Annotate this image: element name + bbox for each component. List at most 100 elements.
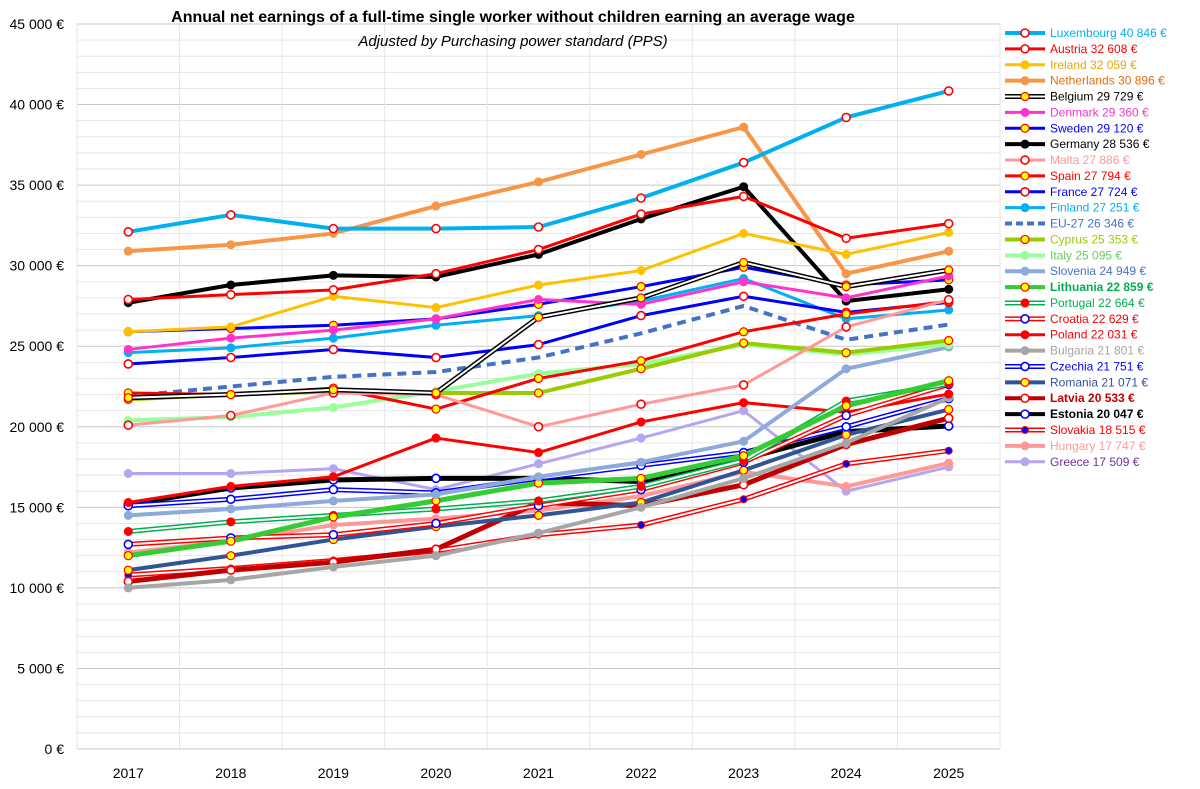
data-point <box>841 309 851 319</box>
x-tick-label: 2022 <box>625 765 656 781</box>
legend-item-sweden: Sweden 29 120 € <box>1005 121 1144 135</box>
legend-item-romania: Romania 21 071 € <box>1005 375 1148 389</box>
legend-label: Netherlands 30 896 € <box>1050 74 1165 88</box>
series-eu-27 <box>128 303 950 399</box>
legend-label: EU-27 26 346 € <box>1050 217 1134 231</box>
data-point <box>739 338 749 348</box>
data-point <box>533 510 544 520</box>
legend-label: Bulgaria 21 801 € <box>1050 344 1144 358</box>
data-point <box>534 459 543 469</box>
legend-marker <box>1020 107 1030 117</box>
data-point <box>944 335 954 346</box>
data-point <box>226 289 236 300</box>
data-point <box>636 209 646 219</box>
legend-item-croatia: Croatia 22 629 € <box>1005 312 1139 326</box>
legend-marker <box>1021 426 1029 434</box>
y-tick-label: 45 000 € <box>10 16 65 32</box>
legend-marker <box>1020 155 1030 165</box>
series-luxembourg <box>123 86 954 237</box>
x-axis-tick-labels: 2017 2018 2019 2020 2021 2022 2023 2024 2025 <box>113 765 965 781</box>
legend-label: Finland 27 251 € <box>1050 201 1140 215</box>
data-point <box>533 388 544 398</box>
data-point <box>328 223 339 234</box>
data-point <box>944 404 954 415</box>
legend-label: Malta 27 886 € <box>1050 153 1130 167</box>
legend-marker <box>1020 409 1030 419</box>
data-point <box>841 249 851 259</box>
data-point <box>533 244 544 255</box>
legend-label: Portugal 22 664 € <box>1050 296 1145 310</box>
series-line <box>126 88 951 234</box>
legend-item-luxembourg: Luxembourg 40 846 € <box>1005 26 1167 40</box>
data-point <box>533 373 544 384</box>
y-tick-label: 15 000 € <box>10 499 65 515</box>
legend-label: Denmark 29 360 € <box>1050 105 1149 119</box>
data-point <box>226 517 236 527</box>
data-point <box>739 182 749 192</box>
data-point <box>636 293 646 303</box>
data-point <box>533 312 544 322</box>
data-point <box>739 228 749 238</box>
data-point <box>226 210 236 220</box>
legend-item-denmark: Denmark 29 360 € <box>1005 105 1149 119</box>
data-point <box>226 389 236 400</box>
data-point <box>328 496 338 506</box>
data-point <box>533 339 544 350</box>
legend-item-greece: Greece 17 509 € <box>1005 455 1140 469</box>
legend-item-slovakia: Slovakia 18 515 € <box>1005 423 1146 437</box>
data-point <box>226 280 236 290</box>
series-line <box>128 303 950 399</box>
data-point <box>328 464 338 474</box>
data-point <box>226 494 236 505</box>
legend-label: Estonia 20 047 € <box>1050 407 1144 421</box>
data-point <box>123 539 134 550</box>
legend-item-malta: Malta 27 886 € <box>1005 153 1130 167</box>
data-point <box>739 277 749 287</box>
legend-label: Croatia 22 629 € <box>1050 312 1139 326</box>
legend-item-latvia: Latvia 20 533 € <box>1005 391 1135 405</box>
legend-marker <box>1020 346 1030 356</box>
data-point <box>636 473 646 483</box>
legend-item-germany: Germany 28 536 € <box>1005 137 1150 151</box>
data-point <box>431 268 441 279</box>
y-tick-label: 25 000 € <box>10 338 65 354</box>
legend-marker <box>1020 457 1030 467</box>
data-point <box>944 446 953 455</box>
data-point <box>431 352 441 363</box>
legend-marker <box>1020 139 1030 149</box>
y-tick-label: 0 € <box>45 741 65 757</box>
legend-item-lithuania: Lithuania 22 859 € <box>1005 280 1154 294</box>
x-tick-label: 2025 <box>933 765 964 781</box>
data-point <box>123 327 133 337</box>
legend-marker <box>1020 203 1030 213</box>
legend-item-bulgaria: Bulgaria 21 801 € <box>1005 344 1144 358</box>
data-point <box>123 527 133 536</box>
data-point <box>431 433 441 443</box>
x-tick-label: 2017 <box>113 765 144 781</box>
data-point <box>841 233 851 244</box>
data-point <box>842 459 851 468</box>
legend-label: France 27 724 € <box>1050 185 1138 199</box>
legend-marker <box>1020 377 1030 387</box>
y-tick-label: 10 000 € <box>10 580 65 596</box>
x-tick-label: 2020 <box>420 765 451 781</box>
data-point <box>841 282 851 292</box>
data-point <box>431 201 441 211</box>
legend-label: Germany 28 536 € <box>1050 137 1150 151</box>
legend-label: Luxembourg 40 846 € <box>1050 26 1167 40</box>
legend-label: Slovenia 24 949 € <box>1050 264 1146 278</box>
legend-label: Ireland 32 059 € <box>1050 58 1137 72</box>
data-point <box>123 498 133 507</box>
series-belgium <box>123 257 954 403</box>
data-point <box>431 404 441 414</box>
data-point <box>226 333 236 343</box>
data-point <box>534 177 543 187</box>
data-point <box>841 438 851 448</box>
legend-label: Cyprus 25 353 € <box>1050 232 1138 246</box>
data-point <box>841 364 851 374</box>
data-point <box>739 406 749 416</box>
data-point <box>534 448 543 458</box>
data-point <box>739 122 749 132</box>
data-point <box>738 291 749 302</box>
data-point <box>431 551 441 561</box>
